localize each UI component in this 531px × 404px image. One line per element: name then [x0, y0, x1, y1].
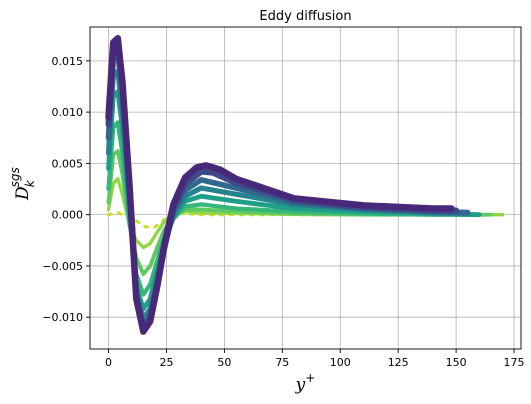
x-tick-label: 25: [159, 356, 173, 369]
y-tick-label: −0.005: [42, 260, 83, 273]
x-axis-label-sup: +: [305, 371, 315, 385]
y-axis-label-sub: k: [23, 179, 37, 187]
x-axis-label: y+: [295, 371, 316, 395]
x-axis-label-main: y: [295, 375, 306, 395]
y-tick-label: 0.010: [52, 106, 84, 119]
y-axis-label-main: D: [13, 186, 33, 201]
x-tick-label: 0: [105, 356, 112, 369]
x-tick-label: 75: [275, 356, 289, 369]
y-tick-label: 0.000: [52, 209, 84, 222]
x-tick-label: 50: [217, 356, 231, 369]
x-tick-label: 125: [388, 356, 409, 369]
y-axis-ticks: −0.010 −0.005 0.000 0.005 0.010 0.015: [42, 55, 90, 324]
series-line: [105, 35, 455, 335]
y-axis-label-sup: sgs: [8, 167, 22, 187]
series-lines: [105, 35, 505, 335]
x-tick-label: 150: [446, 356, 467, 369]
x-tick-label: 175: [504, 356, 525, 369]
chart-title: Eddy diffusion: [259, 9, 351, 24]
y-axis-label: Dsgsk: [8, 167, 37, 201]
y-tick-label: 0.015: [52, 55, 84, 68]
y-tick-label: −0.010: [42, 311, 83, 324]
plot-frame: [89, 26, 522, 350]
x-tick-label: 100: [330, 356, 351, 369]
y-tick-label: 0.005: [52, 157, 84, 170]
x-axis-ticks: 0 25 50 75 100 125 150 175: [105, 349, 525, 369]
